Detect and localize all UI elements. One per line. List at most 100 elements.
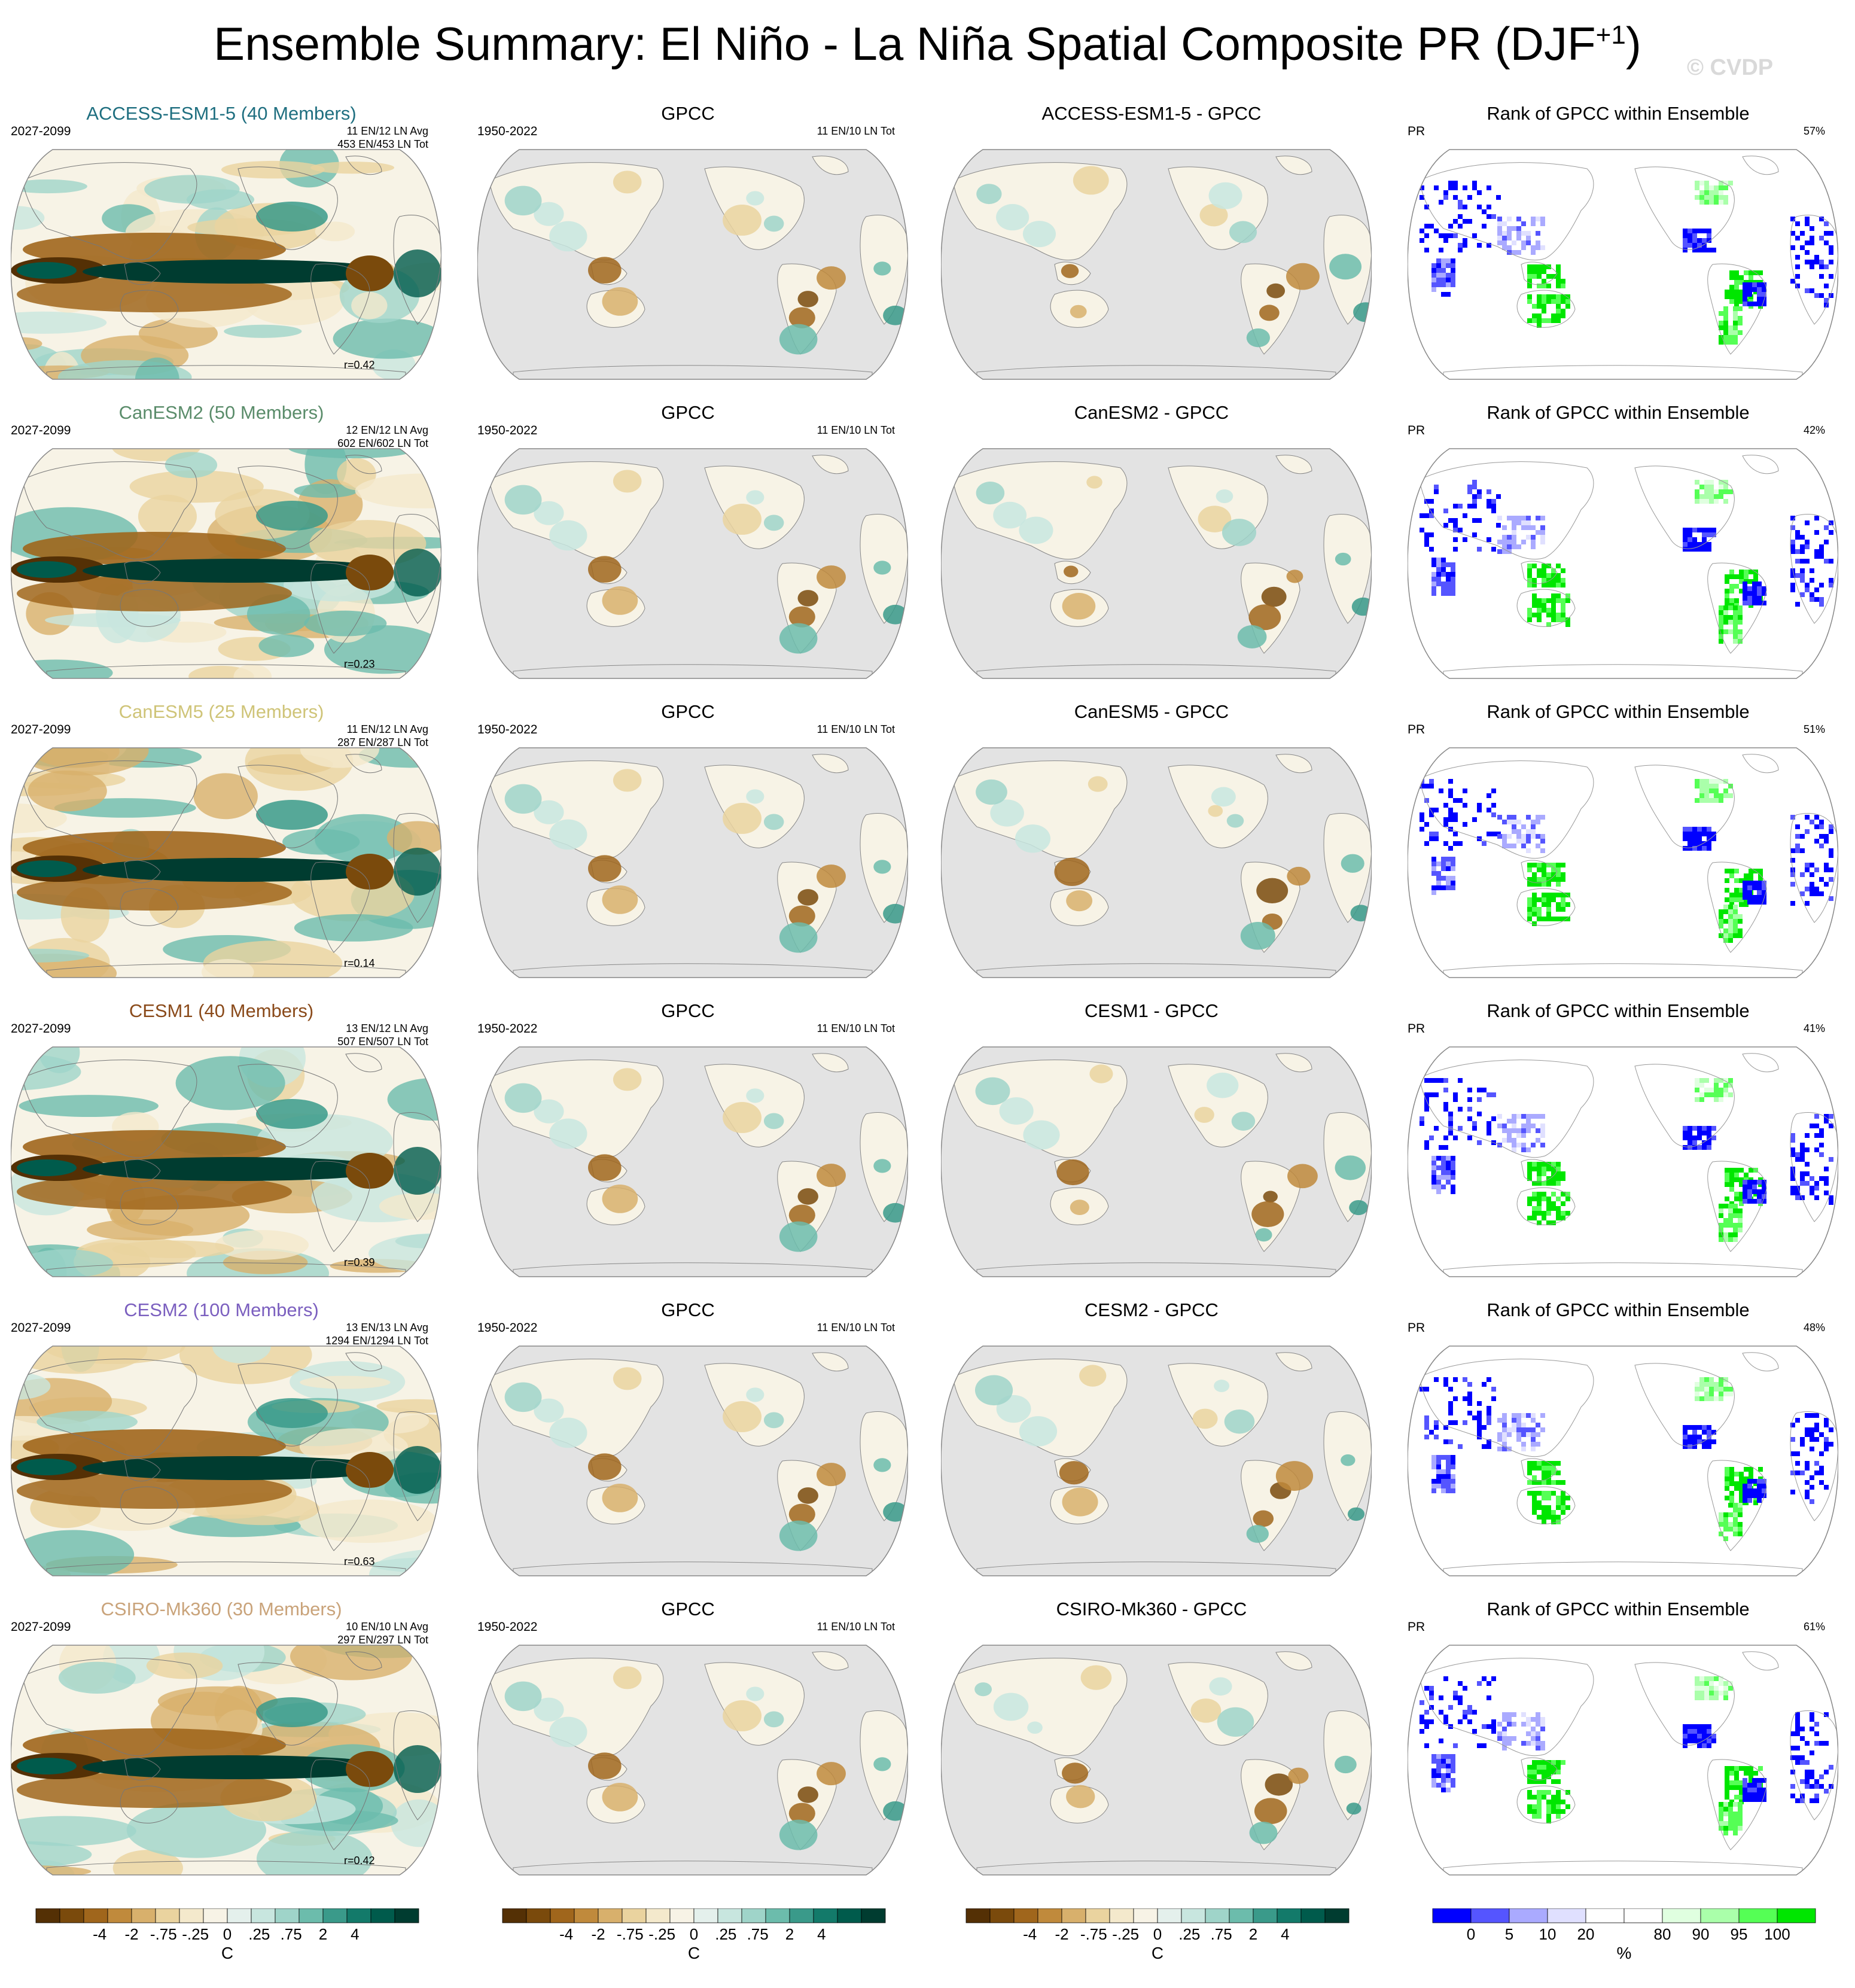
- rank-cell: [1537, 1480, 1542, 1485]
- rank-cell: [1702, 1743, 1707, 1748]
- rank-cell: [1695, 1695, 1699, 1700]
- rank-cell: [1497, 217, 1502, 221]
- rank-cell: [1491, 547, 1496, 552]
- rank-cell: [1795, 1157, 1800, 1162]
- rank-cell: [1723, 1812, 1728, 1816]
- rank-cell: [1790, 858, 1795, 863]
- rank-cell: [1458, 1700, 1463, 1705]
- rank-cell: [1805, 1770, 1810, 1774]
- model-title: CESM1 (40 Members): [129, 1000, 314, 1021]
- rank-cell: [1723, 499, 1728, 504]
- colorbar-tick-label: 4: [351, 1925, 359, 1943]
- rank-cell: [1542, 1795, 1546, 1800]
- rank-cell: [1744, 1173, 1749, 1177]
- rank-cell: [1546, 294, 1551, 299]
- rank-cell: [1819, 544, 1824, 549]
- rank-cell: [1448, 808, 1453, 812]
- colorbar-tick-label: .25: [1178, 1925, 1200, 1943]
- rank-cell: [1697, 528, 1702, 532]
- rank-cell: [1516, 520, 1521, 525]
- rank-cell: [1739, 893, 1744, 897]
- land-anomaly: [534, 1099, 564, 1124]
- land-anomaly: [1287, 866, 1311, 886]
- rank-cell: [1790, 1784, 1795, 1789]
- land-africa: [393, 812, 441, 923]
- rank-cell: [1709, 1387, 1714, 1392]
- rank-cell: [1448, 185, 1453, 190]
- rank-cell: [1810, 820, 1814, 824]
- rank-cell: [1734, 270, 1739, 275]
- rank-cell: [1542, 1162, 1546, 1167]
- rank-cell: [1443, 1676, 1448, 1681]
- rank-cell: [1441, 263, 1446, 268]
- colorbar-tick-label: -.25: [648, 1925, 675, 1943]
- rank-cell: [1556, 613, 1561, 617]
- rank-cell: [1707, 841, 1711, 846]
- rank-cell: [1683, 827, 1688, 832]
- rank-cell: [1800, 245, 1805, 250]
- rank-cell: [1692, 243, 1697, 248]
- rank-cell: [1521, 1114, 1526, 1119]
- rank-cell: [1749, 1472, 1753, 1476]
- rank-cell: [1497, 1736, 1502, 1741]
- rank-cell: [1729, 1496, 1734, 1500]
- rank-cell: [1536, 1712, 1540, 1717]
- rank-cell: [1527, 284, 1532, 288]
- rank-cell: [1443, 1719, 1448, 1724]
- rank-cell: [1556, 284, 1561, 288]
- rank-cell: [1739, 1197, 1744, 1201]
- rank-cell: [1810, 1750, 1814, 1755]
- rank-cell: [1699, 1695, 1704, 1700]
- rank-cell: [1747, 1488, 1752, 1493]
- rank-cell: [1699, 1092, 1704, 1097]
- rank-cell: [1683, 233, 1688, 238]
- rank-cell: [1719, 185, 1723, 190]
- rank-cell: [1512, 815, 1516, 820]
- rank-cell: [1516, 1427, 1521, 1432]
- rank-cell: [1502, 231, 1507, 236]
- rank-cell: [1467, 1411, 1472, 1415]
- rank-cell: [1723, 200, 1728, 205]
- obs-title: GPCC: [661, 701, 715, 722]
- rank-cell: [1719, 1097, 1723, 1102]
- land-greenland: [1275, 1651, 1312, 1671]
- rank-cell: [1420, 827, 1424, 832]
- rank-cell: [1458, 224, 1463, 229]
- rank-cell: [1795, 1712, 1800, 1717]
- rank-cell: [1458, 214, 1463, 219]
- rank-cell: [1536, 1731, 1540, 1736]
- model-counts-tot: 602 EN/602 LN Tot: [337, 437, 428, 449]
- rank-cell: [1699, 1097, 1704, 1102]
- rank-cell: [1532, 1162, 1537, 1167]
- rank-cell: [1723, 605, 1728, 610]
- field-blob: [186, 189, 255, 210]
- rank-cell: [1551, 573, 1556, 578]
- rank-cell: [1436, 1764, 1441, 1768]
- rank-cell: [1723, 1392, 1728, 1396]
- rank-cell: [1502, 1741, 1507, 1746]
- land-anomaly: [1064, 565, 1079, 578]
- rank-cell: [1704, 494, 1709, 499]
- rank-cell: [1728, 1078, 1733, 1083]
- land-anomaly: [817, 266, 846, 290]
- rank-cell: [1747, 1788, 1752, 1792]
- rank-cell: [1431, 1165, 1436, 1170]
- rank-cell: [1697, 1425, 1702, 1430]
- rank-cell: [1531, 834, 1536, 839]
- land-anomaly: [1214, 1380, 1230, 1392]
- rank-cell: [1800, 535, 1805, 540]
- rank-cell: [1692, 1734, 1697, 1739]
- rank-cell: [1709, 1382, 1714, 1387]
- rank-cell: [1565, 1790, 1570, 1795]
- rank-cell: [1472, 499, 1477, 504]
- rank-cell: [1448, 846, 1453, 851]
- rank-cell: [1819, 1451, 1824, 1456]
- land-anomaly: [1061, 264, 1079, 278]
- rank-cell: [1561, 1760, 1565, 1765]
- rank-cell: [1728, 1392, 1733, 1396]
- rank-cell: [1441, 1455, 1446, 1460]
- rank-cell: [1814, 1114, 1819, 1119]
- rank-cell: [1824, 1770, 1829, 1774]
- rank-cell: [1725, 1168, 1729, 1173]
- rank-cell: [1707, 1430, 1711, 1435]
